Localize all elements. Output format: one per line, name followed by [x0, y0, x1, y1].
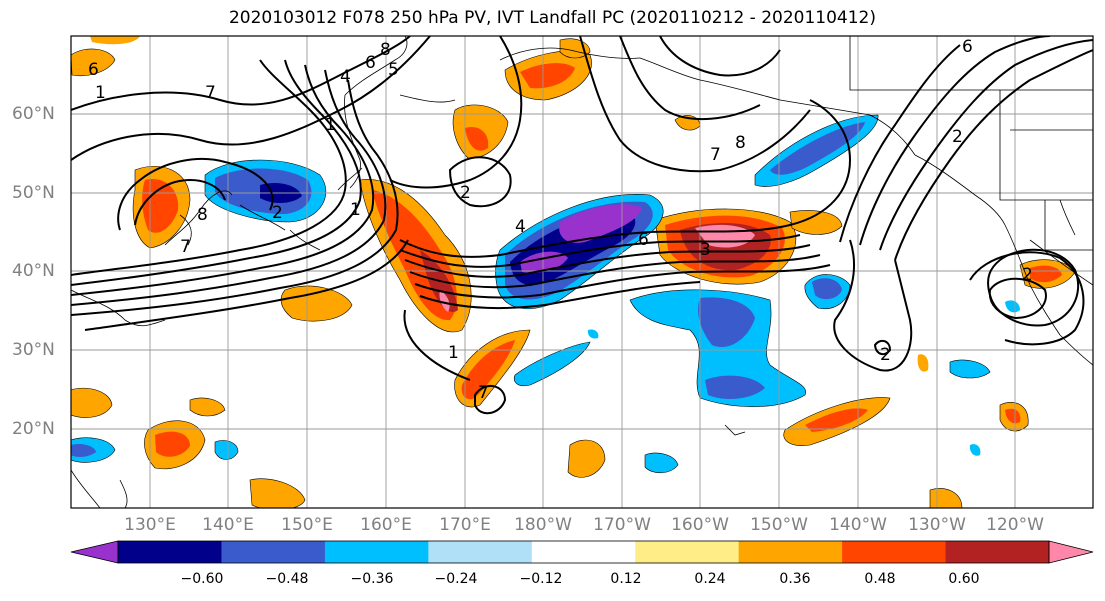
contour-label: 4: [340, 67, 351, 87]
map-frame: [70, 35, 1094, 509]
colorbar-tick: −0.24: [434, 571, 478, 587]
contour-label: 6: [365, 53, 376, 73]
lon-label: 150°W: [750, 515, 808, 535]
coastlines: [71, 36, 1093, 508]
contour-label: 1: [350, 200, 361, 220]
colorbar-tick: 0.48: [864, 571, 896, 587]
lon-label: 160°E: [360, 515, 412, 535]
lon-label: 170°E: [439, 515, 491, 535]
contour-label: 2: [460, 183, 471, 203]
lon-label: 130°E: [124, 515, 176, 535]
colorbar-cell: [842, 541, 947, 563]
colorbar-tick: −0.48: [265, 571, 309, 587]
contour-label: 8: [380, 40, 391, 60]
lon-label: 140°W: [829, 515, 887, 535]
contour-label: 4: [515, 217, 526, 237]
contour-label: 2: [952, 127, 963, 147]
contour-label: 7: [180, 237, 191, 257]
lon-label: 160°W: [671, 515, 729, 535]
colorbar-tick: 0.36: [779, 571, 811, 587]
contour-label: 1: [448, 343, 459, 363]
contour-label: 5: [388, 60, 399, 80]
colorbar-tick: −0.12: [519, 571, 563, 587]
shaded-anomalies: [71, 36, 1076, 508]
colorbar-cell: [118, 541, 222, 563]
colorbar-cell: [738, 541, 843, 563]
colorbar-cell: [221, 541, 326, 563]
colorbar-frame: [117, 540, 1050, 564]
contour-label: 6: [962, 37, 973, 57]
lat-label: 50°N: [12, 183, 55, 203]
colorbar-tick: 0.60: [948, 571, 980, 587]
colorbar-cell: [635, 541, 740, 563]
colorbar-cell: [945, 541, 1050, 563]
lon-label: 130°W: [908, 515, 966, 535]
colorbar-tick: 0.12: [610, 571, 642, 587]
colorbar-tick: 0.24: [694, 571, 726, 587]
lon-label: 120°W: [986, 515, 1044, 535]
lat-label: 60°N: [12, 104, 55, 124]
contour-label: 2: [1022, 265, 1033, 285]
lat-label: 40°N: [12, 261, 55, 281]
contour-label: 8: [197, 205, 208, 225]
lon-label: 140°E: [202, 515, 254, 535]
map-title: 2020103012 F078 250 hPa PV, IVT Landfall…: [228, 8, 876, 28]
contour-label: 3: [700, 240, 711, 260]
contour-label: 2: [880, 345, 891, 365]
contour-label: 7: [710, 145, 721, 165]
lon-label: 170°W: [593, 515, 651, 535]
lat-label: 30°N: [12, 340, 55, 360]
colorbar-cell: [428, 541, 533, 563]
lon-label: 180°W: [514, 515, 572, 535]
contour-label: 1: [95, 83, 106, 103]
colorbar-cell: [324, 541, 429, 563]
contour-label: 7: [478, 383, 489, 403]
colorbar-extend-high: [1048, 540, 1094, 564]
colorbar-tick: −0.60: [180, 571, 224, 587]
contour-label: 7: [205, 83, 216, 103]
colorbar: [70, 540, 1094, 564]
contour-labels: 8 6 5 4 1 7 6 2 1 2 4 1 7 2 1 8 7 7 8 6 …: [88, 37, 1033, 403]
contour-label: 1: [325, 115, 336, 135]
colorbar-extend-low: [70, 540, 119, 564]
contour-label: 8: [735, 133, 746, 153]
pv-contours: [71, 36, 1093, 415]
lon-label: 150°E: [281, 515, 333, 535]
contour-label: 2: [272, 203, 283, 223]
lat-label: 20°N: [12, 419, 55, 439]
contour-label: 6: [638, 230, 649, 250]
colorbar-tick: −0.36: [350, 571, 394, 587]
contour-label: 6: [88, 60, 99, 80]
colorbar-cell: [531, 541, 636, 563]
